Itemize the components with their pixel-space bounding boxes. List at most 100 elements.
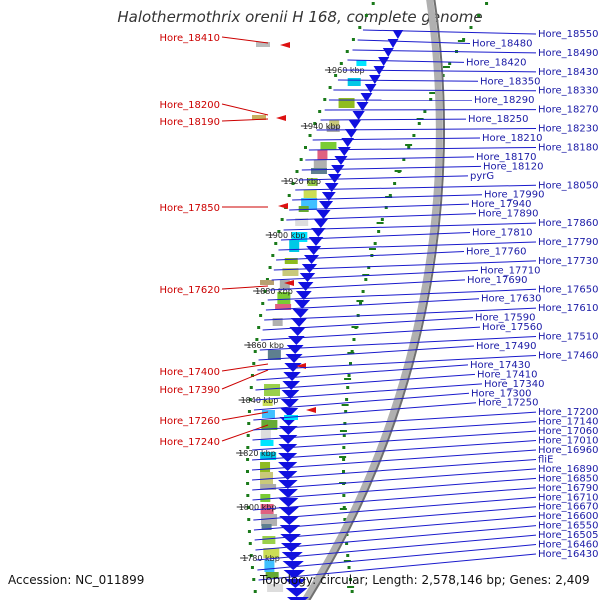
forward-gene-leader-line <box>252 487 537 511</box>
gc-skew-dot-outer <box>271 254 275 257</box>
reverse-gene-arrow <box>278 203 288 209</box>
gc-skew-dot-inner <box>477 14 481 17</box>
cog-color-block <box>338 98 355 108</box>
forward-gene-label: Hore_17710 <box>480 265 541 276</box>
reverse-gene-arrow <box>280 42 290 48</box>
scale-tick-label: 1940 kbp <box>303 122 341 131</box>
forward-gene-arrow <box>382 48 394 57</box>
cog-color-block <box>267 584 284 592</box>
forward-gene-label: Hore_17690 <box>467 275 528 286</box>
cog-color-block <box>260 440 274 446</box>
cog-color-block <box>275 304 292 310</box>
cog-color-block <box>317 150 328 160</box>
forward-gene-label: Hore_18270 <box>538 105 599 116</box>
forward-gene-label: Hore_17810 <box>472 228 533 239</box>
forward-gene-leader-line <box>252 458 537 481</box>
cog-color-block <box>260 452 277 460</box>
gc-skew-bar <box>343 560 351 562</box>
cog-color-block <box>307 178 318 186</box>
forward-gene-leader-line <box>308 146 537 151</box>
gc-skew-dot-inner <box>364 278 368 281</box>
forward-gene-leader-line <box>357 39 471 44</box>
gc-skew-bar <box>347 352 355 354</box>
gc-skew-bar <box>394 170 402 172</box>
forward-gene-label: Hore_18420 <box>466 57 527 68</box>
forward-gene-leader-line <box>252 440 537 461</box>
reverse-gene-label: Hore_18190 <box>160 117 221 128</box>
gc-skew-dot-outer <box>308 134 312 137</box>
forward-gene-arrow <box>337 147 351 156</box>
gc-skew-dot-outer <box>277 230 281 233</box>
forward-gene-leader-line <box>298 175 469 181</box>
forward-gene-arrow <box>282 381 301 390</box>
gc-skew-dot-inner <box>348 578 352 581</box>
cog-color-block <box>260 484 277 490</box>
forward-gene-label: Hore_16430 <box>538 549 599 560</box>
forward-gene-arrow <box>286 345 304 354</box>
forward-gene-arrow <box>285 354 303 363</box>
gc-skew-dot-inner <box>346 554 350 557</box>
gc-skew-dot-inner <box>407 146 411 149</box>
cog-color-block <box>267 350 281 360</box>
cog-color-block <box>347 78 361 86</box>
gc-skew-dot-inner <box>361 290 365 293</box>
cog-color-block <box>303 190 317 200</box>
gc-skew-dot-outer <box>295 170 299 173</box>
genome-stats-text: Topology: circular; Length: 2,578,146 bp… <box>260 573 590 587</box>
reverse-gene-block <box>252 115 266 120</box>
forward-gene-leader-line <box>252 411 537 431</box>
forward-gene-arrow <box>313 219 329 228</box>
forward-gene-arrow <box>292 309 309 318</box>
forward-gene-label: Hore_17460 <box>538 350 599 361</box>
forward-gene-leader-line <box>289 203 470 211</box>
forward-gene-labels: Hore_18550 Hore_18480 Hore_18490 Hore_18420… <box>251 29 599 581</box>
gc-skew-dot-outer <box>253 350 257 353</box>
forward-gene-label: Hore_17940 <box>471 199 532 210</box>
gc-skew-dot-outer <box>345 50 349 53</box>
forward-gene-leader-line <box>253 496 537 521</box>
gc-skew-dot-outer <box>247 518 251 521</box>
gc-skew-dot-outer <box>323 98 327 101</box>
forward-gene-arrow <box>297 282 314 291</box>
forward-gene-leader-line <box>337 79 479 82</box>
gc-skew-dot-inner <box>343 518 347 521</box>
gc-skew-dot-outer <box>252 578 256 581</box>
forward-gene-label: Hore_17590 <box>475 313 536 324</box>
gc-skew-dot-outer <box>334 74 338 77</box>
forward-gene-label: Hore_18550 <box>538 29 599 40</box>
forward-gene-leader-line <box>258 345 475 361</box>
forward-gene-arrow <box>283 372 301 381</box>
gc-skew-dot-outer <box>246 434 250 437</box>
gc-skew-dot-outer <box>247 530 251 533</box>
reverse-gene-label: Hore_17850 <box>160 203 221 214</box>
gc-skew-dot-outer <box>257 326 261 329</box>
gc-skew-bar <box>442 66 450 68</box>
forward-gene-leader-line <box>252 430 537 451</box>
gc-skew-bar <box>356 300 364 302</box>
gc-skew-dot-outer <box>339 62 343 65</box>
forward-gene-leader-line <box>261 326 481 341</box>
cog-color-block <box>326 126 340 132</box>
forward-gene-leader-line <box>283 222 537 231</box>
forward-gene-label: Hore_17730 <box>538 256 599 267</box>
forward-gene-label: Hore_18120 <box>483 161 544 172</box>
gc-skew-dot-outer <box>265 278 269 281</box>
gc-skew-dot-inner <box>348 362 352 365</box>
forward-gene-arrow <box>344 129 358 138</box>
forward-gene-label: Hore_18490 <box>538 48 599 59</box>
forward-gene-leader-line <box>256 534 537 561</box>
forward-gene-arrow <box>278 507 299 516</box>
forward-gene-label: pyrG <box>470 171 494 182</box>
forward-gene-leader-line <box>316 128 537 131</box>
gc-skew-dot-outer <box>249 554 253 557</box>
cog-color-block <box>262 400 273 406</box>
forward-gene-arrow <box>284 579 307 588</box>
gc-skew-dot-inner <box>342 458 346 461</box>
forward-gene-label: Hore_17300 <box>471 388 532 399</box>
gc-skew-dot-outer <box>318 110 322 113</box>
forward-gene-arrow <box>316 210 331 219</box>
forward-gene-leader-line <box>265 298 480 311</box>
forward-gene-leader-line <box>255 373 476 391</box>
cog-color-block <box>272 318 283 326</box>
forward-gene-label: Hore_17560 <box>482 322 543 333</box>
